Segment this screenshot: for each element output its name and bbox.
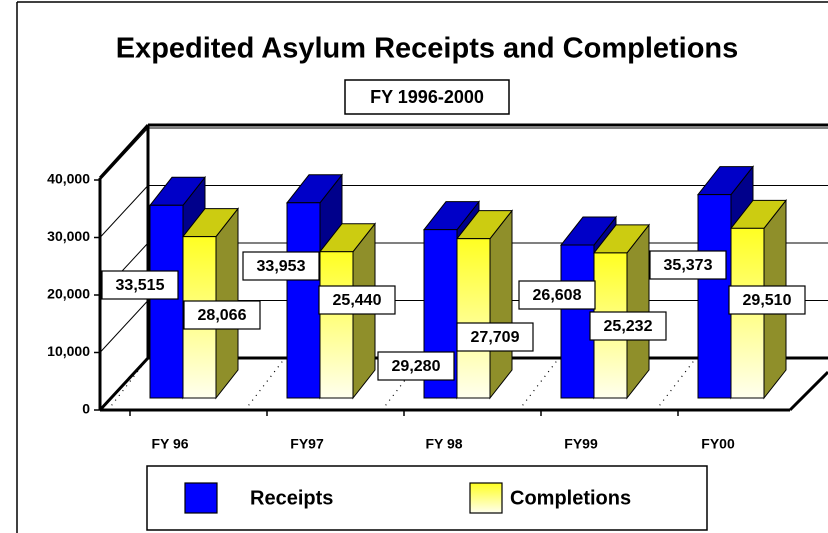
- y-tick-label: 0: [82, 401, 90, 417]
- data-label-box: [377, 351, 455, 381]
- y-tick-label: 30,000: [47, 228, 90, 244]
- bar-side: [489, 209, 513, 400]
- data-label-box: [518, 280, 596, 310]
- bar: [286, 202, 321, 399]
- x-tick-label: FY99: [564, 436, 598, 452]
- bar: [319, 251, 354, 399]
- x-tick-label: FY97: [290, 436, 324, 452]
- data-label: 25,232: [604, 318, 653, 335]
- data-label: 27,709: [471, 329, 520, 346]
- legend-label: Completions: [510, 487, 631, 509]
- y-tick-label: 20,000: [47, 286, 90, 302]
- floor-right: [788, 370, 828, 412]
- legend-swatch: [184, 482, 218, 514]
- x-tick-label: FY00: [701, 436, 735, 452]
- bar: [456, 238, 491, 399]
- data-label: 33,953: [257, 258, 306, 275]
- data-label: 33,515: [116, 277, 165, 294]
- data-label-box: [101, 270, 179, 300]
- side-wall-top: [98, 123, 150, 180]
- y-tick-label: 10,000: [47, 343, 90, 359]
- data-label: 25,440: [333, 292, 382, 309]
- data-label: 26,608: [533, 287, 582, 304]
- bar: [149, 204, 184, 399]
- grid-line: [99, 127, 149, 181]
- grid-line: [99, 300, 149, 353]
- depth-line: [244, 357, 286, 411]
- x-tick-label: FY 98: [425, 436, 462, 452]
- y-tick-label: 40,000: [47, 171, 90, 187]
- data-label-box: [242, 251, 320, 281]
- data-label-box: [649, 250, 727, 280]
- bar: [697, 194, 732, 399]
- data-label: 29,280: [392, 358, 441, 375]
- subtitle-box: [344, 79, 510, 115]
- data-label-box: [456, 322, 534, 352]
- bar: [560, 244, 595, 399]
- chart-title: Expedited Asylum Receipts and Completion…: [116, 33, 739, 65]
- x-tick-label: FY 96: [151, 436, 188, 452]
- depth-line: [655, 357, 697, 411]
- data-label-box: [318, 285, 396, 315]
- floor-left: [98, 356, 150, 412]
- data-label: 28,066: [198, 307, 247, 324]
- legend-box: [146, 465, 708, 531]
- data-label-box: [589, 311, 667, 341]
- data-label-box: [183, 300, 261, 330]
- data-label-box: [728, 285, 806, 315]
- depth-line: [518, 357, 560, 411]
- legend-label: Receipts: [250, 487, 333, 509]
- depth-line: [107, 357, 149, 411]
- legend-swatch: [469, 482, 503, 514]
- data-label: 29,510: [743, 292, 792, 309]
- grid-line: [99, 185, 149, 238]
- data-label: 35,373: [664, 257, 713, 274]
- chart-subtitle: FY 1996-2000: [370, 87, 484, 107]
